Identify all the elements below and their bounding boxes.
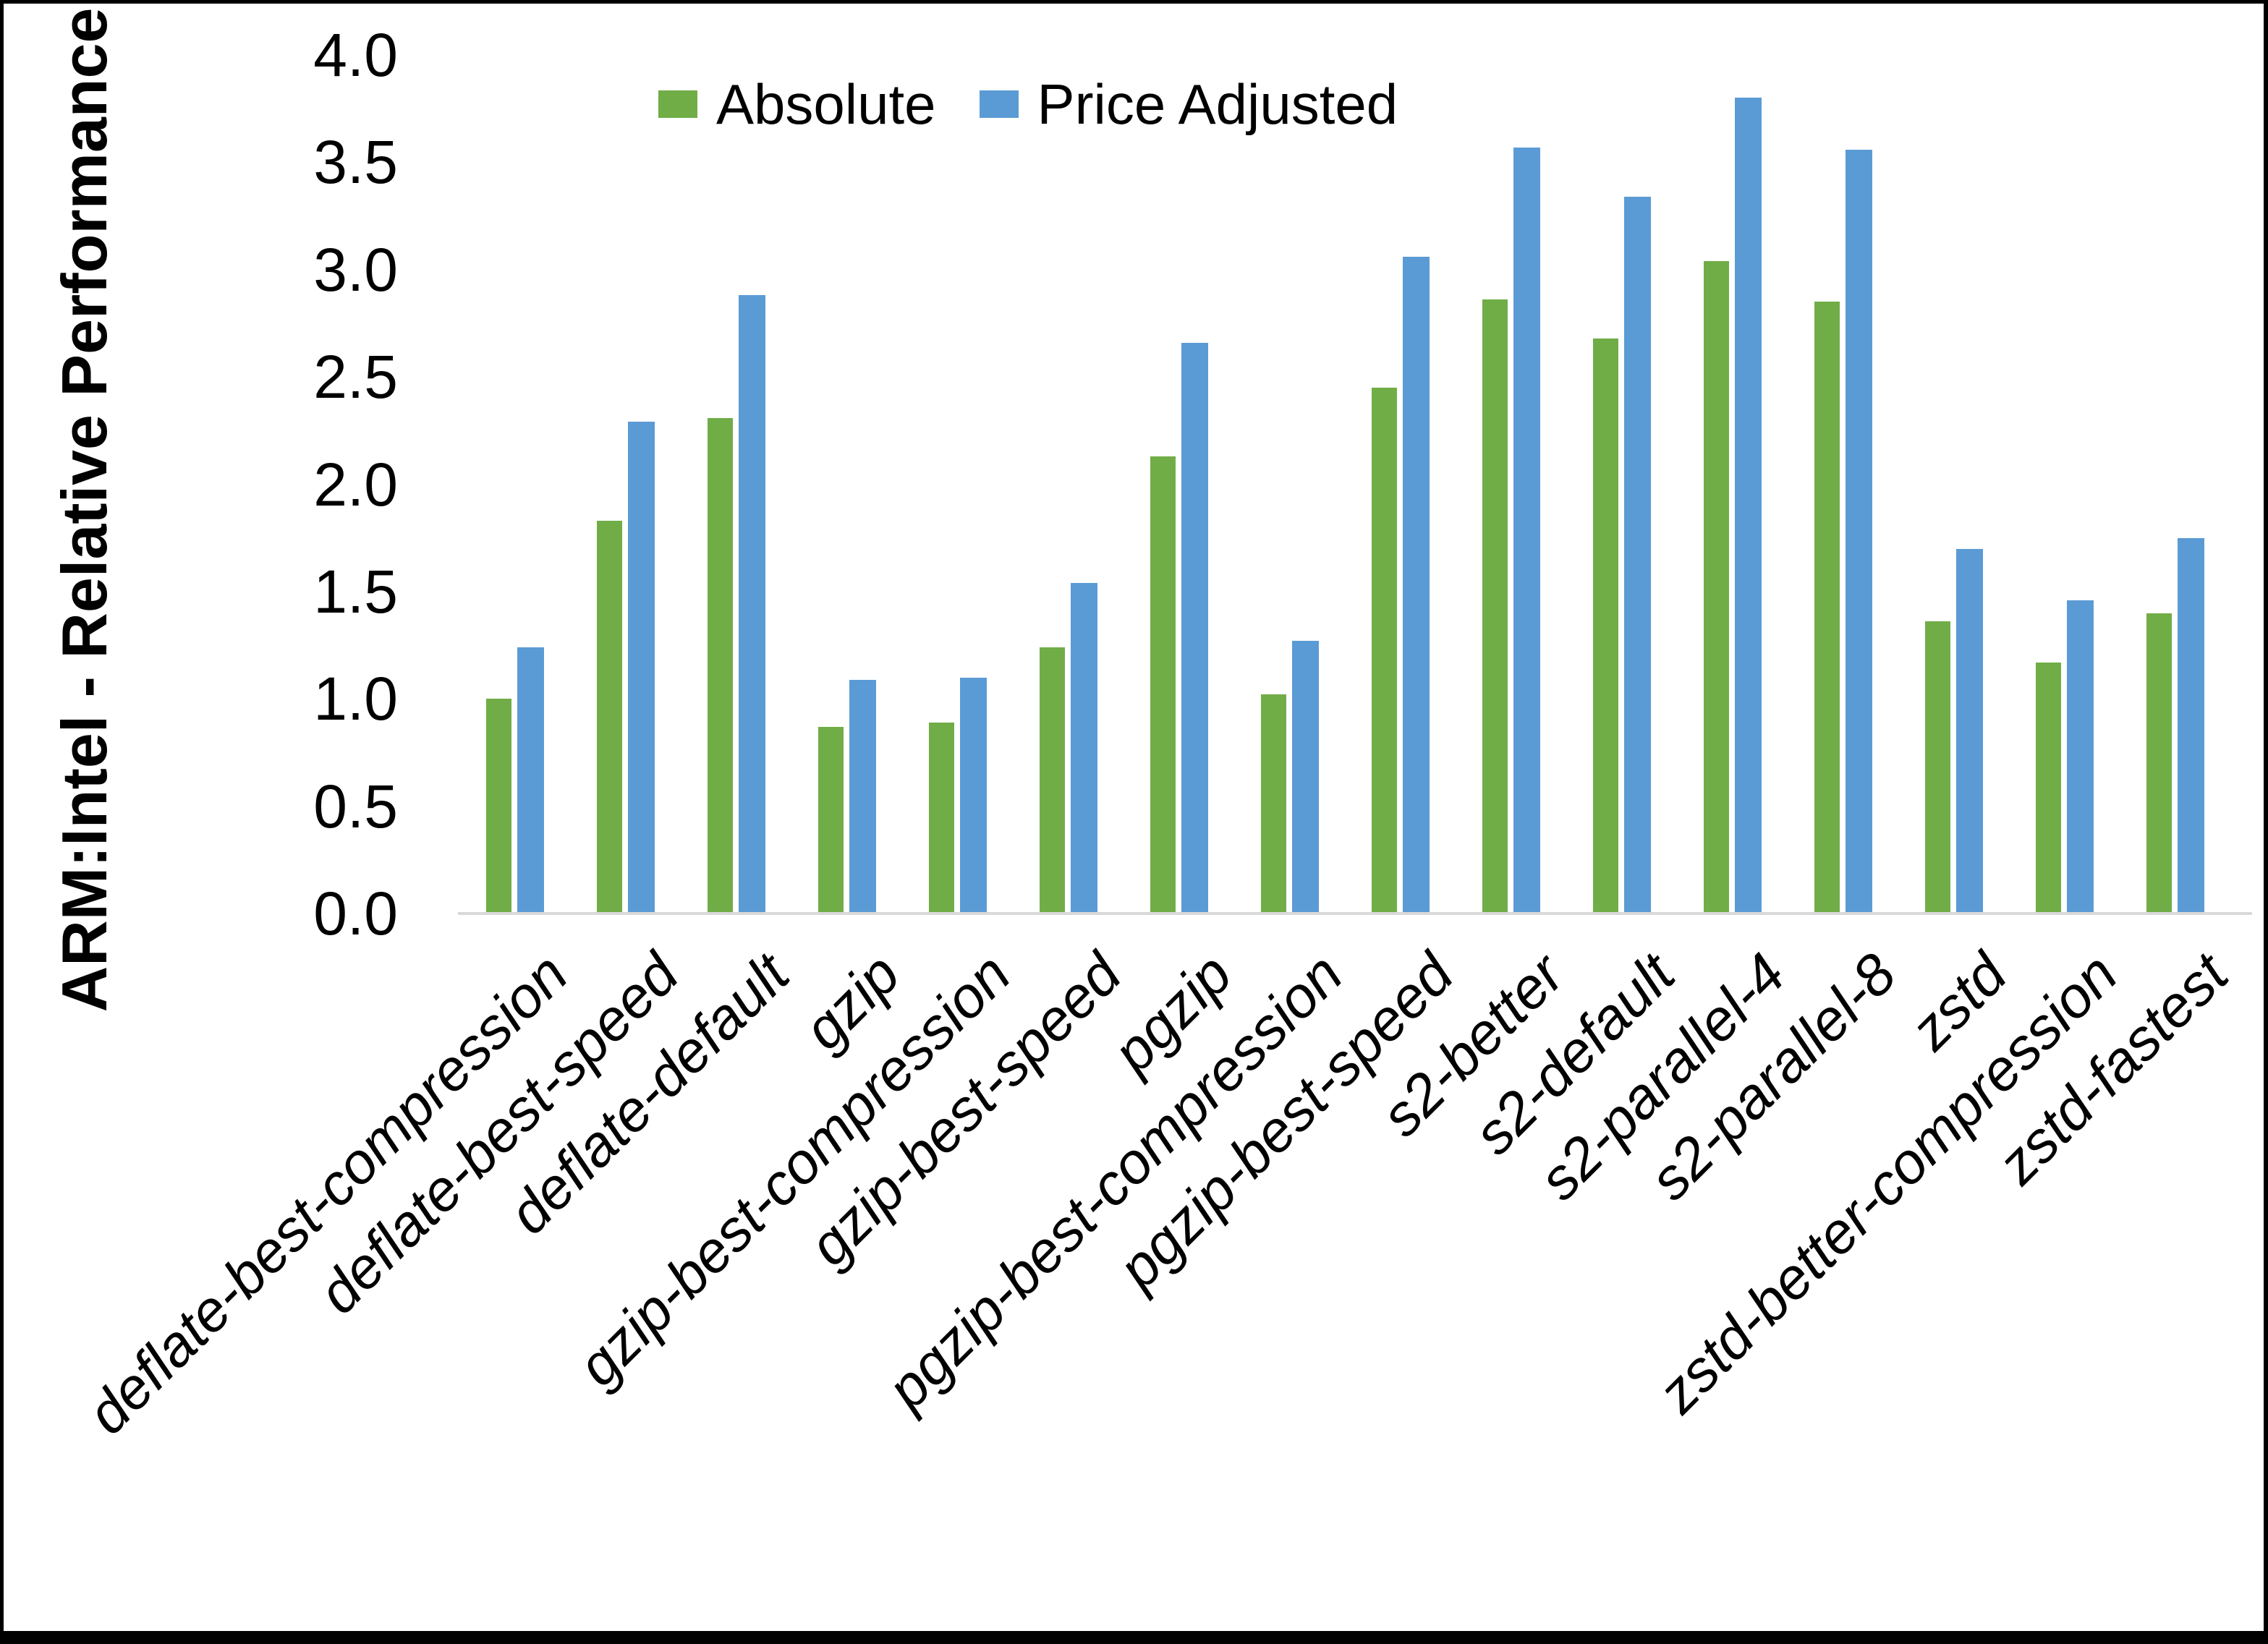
bar-price-adjusted — [2067, 600, 2094, 913]
legend-item-price-adjusted: Price Adjusted — [979, 72, 1398, 136]
chart-legend: Absolute Price Adjusted — [658, 76, 1398, 132]
bar-price-adjusted — [1956, 549, 1983, 913]
bar-absolute — [1482, 299, 1508, 913]
legend-label-price-adjusted: Price Adjusted — [1037, 72, 1398, 136]
bar-absolute — [2146, 613, 2172, 913]
y-tick-label: 2.0 — [313, 450, 398, 519]
y-tick-label: 0.5 — [313, 772, 398, 840]
bar-price-adjusted — [1181, 343, 1208, 913]
bar-absolute — [1814, 302, 1840, 913]
bar-absolute — [1372, 388, 1397, 913]
bar-price-adjusted — [1292, 641, 1319, 913]
bar-price-adjusted — [960, 678, 987, 913]
bar-absolute — [708, 418, 733, 913]
legend-swatch-price-adjusted — [979, 90, 1019, 118]
y-tick-label: 3.0 — [313, 235, 398, 304]
legend-swatch-absolute — [658, 90, 697, 118]
bar-price-adjusted — [1071, 583, 1097, 913]
bar-absolute — [1261, 694, 1286, 913]
bar-absolute — [1593, 338, 1618, 913]
bar-absolute — [1925, 621, 1950, 913]
bar-price-adjusted — [517, 647, 544, 913]
bar-absolute — [2036, 663, 2061, 913]
bar-price-adjusted — [849, 680, 876, 913]
y-axis-title: ARM:Intel - Relative Performance — [48, 7, 120, 1013]
bar-absolute — [1704, 261, 1729, 913]
bar-price-adjusted — [1513, 148, 1540, 913]
y-tick-label: 0.0 — [313, 880, 398, 947]
bar-price-adjusted — [2178, 538, 2204, 913]
y-tick-label: 4.0 — [313, 21, 398, 89]
y-tick-label: 1.5 — [313, 557, 398, 626]
bar-price-adjusted — [1846, 150, 1872, 913]
x-axis-line — [458, 912, 2252, 915]
bar-absolute — [1040, 647, 1065, 913]
bar-absolute — [486, 699, 511, 913]
legend-label-absolute: Absolute — [716, 72, 936, 136]
y-tick-label: 1.0 — [313, 665, 398, 733]
legend-item-absolute: Absolute — [658, 76, 936, 132]
bar-absolute — [1150, 456, 1176, 913]
bar-price-adjusted — [1624, 197, 1651, 913]
y-tick-label: 2.5 — [313, 343, 398, 412]
bar-absolute — [597, 521, 622, 913]
bar-price-adjusted — [1735, 98, 1762, 913]
plot-area — [458, 55, 2252, 915]
y-tick-label: 3.5 — [313, 128, 398, 197]
bar-price-adjusted — [739, 295, 765, 913]
bar-absolute — [818, 727, 844, 913]
bar-price-adjusted — [628, 422, 655, 913]
bar-price-adjusted — [1403, 257, 1430, 913]
bar-absolute — [929, 723, 954, 913]
